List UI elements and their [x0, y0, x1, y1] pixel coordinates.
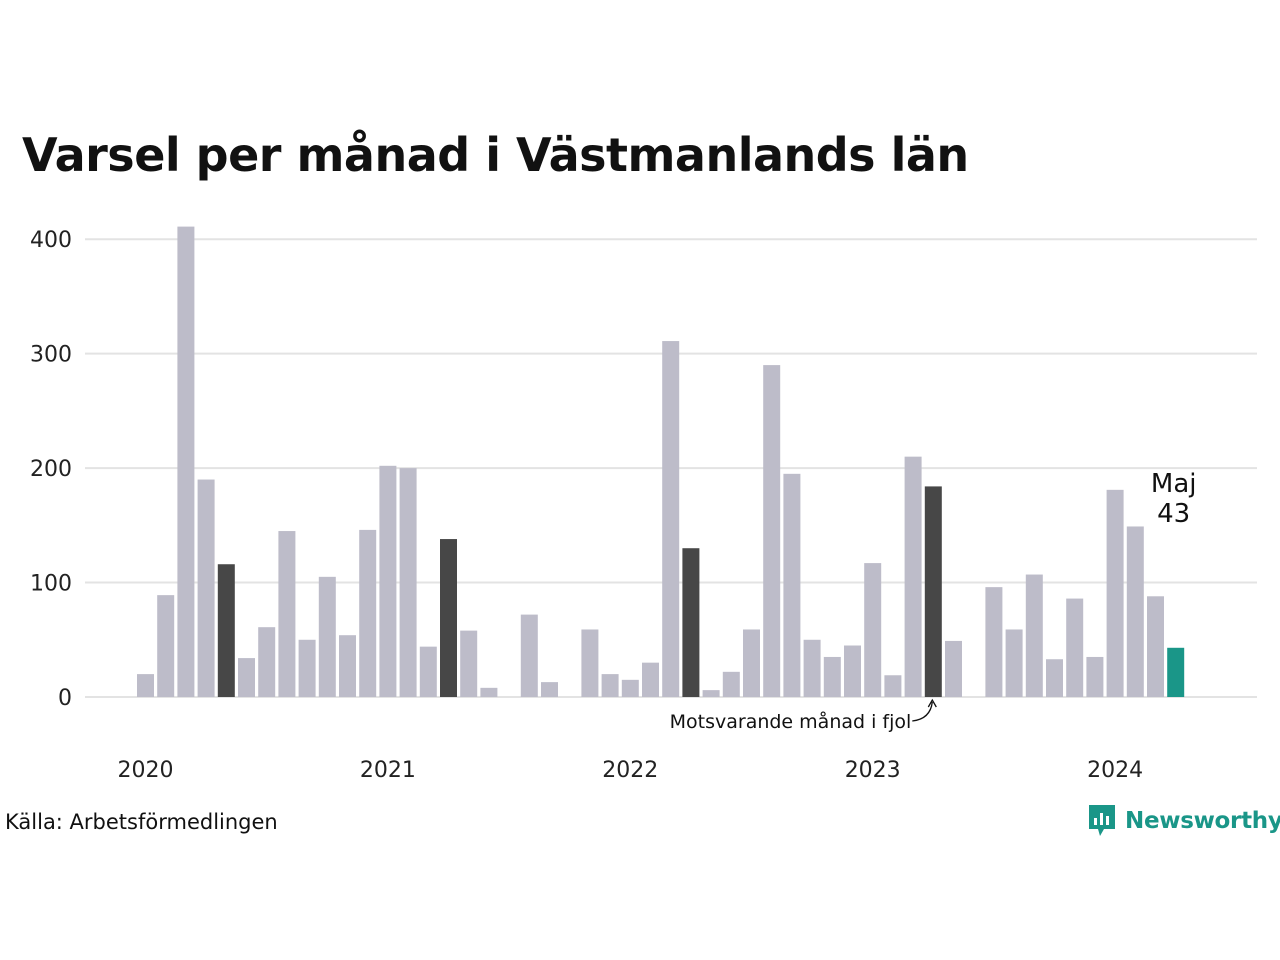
bars [137, 226, 1185, 697]
bar [1167, 647, 1185, 697]
bar [399, 468, 417, 697]
bar [1147, 596, 1164, 697]
bar [278, 531, 296, 697]
y-tick-label: 400 [30, 228, 72, 253]
bar [460, 630, 478, 697]
bar [601, 674, 619, 697]
bar [702, 690, 720, 697]
bar [1066, 598, 1084, 697]
bar [1126, 526, 1144, 697]
bar [662, 341, 680, 697]
bar [318, 576, 336, 697]
bar [985, 587, 1003, 697]
bar [844, 645, 861, 697]
y-tick-label: 200 [30, 457, 72, 482]
bar [157, 595, 175, 697]
bar [1106, 489, 1124, 697]
x-axis-year-labels: 2020 2021 2022 2023 2024 [118, 758, 1144, 783]
bar [217, 564, 235, 697]
bar [440, 539, 457, 697]
bar [298, 639, 316, 697]
y-tick-label: 100 [30, 572, 72, 597]
bar [945, 640, 962, 697]
y-tick-label: 300 [30, 343, 72, 368]
bar [177, 226, 195, 697]
bar [1005, 629, 1023, 697]
bar [924, 486, 942, 697]
bar [823, 656, 841, 697]
bar [379, 465, 397, 697]
x-year-label: 2021 [360, 758, 416, 783]
bar [803, 639, 821, 697]
bar [621, 679, 639, 697]
chart-title: Varsel per månad i Västmanlands län [22, 128, 969, 182]
previous-year-label: Motsvarande månad i fjol [670, 710, 912, 733]
bar [642, 662, 659, 697]
bar [419, 646, 437, 697]
bar [339, 635, 356, 697]
x-year-label: 2024 [1087, 758, 1143, 783]
bar [884, 675, 902, 697]
bar [1025, 574, 1043, 697]
bar [238, 658, 255, 697]
bar [783, 473, 801, 697]
bar-chart: 0 100 200 300 400 2020 2021 2022 2023 2024 Maj43… [30, 226, 1257, 783]
bar [1046, 659, 1063, 697]
bar [904, 456, 922, 697]
newsworthy-logo-icon [1089, 805, 1115, 836]
bar [359, 529, 377, 697]
bar [137, 674, 154, 697]
previous-year-arrow [912, 701, 933, 722]
bar [197, 479, 215, 697]
bar [722, 671, 740, 697]
current-value-label: 43 [1157, 499, 1190, 529]
current-month-label: Maj [1151, 469, 1197, 499]
bar [480, 687, 498, 697]
brand-logo: Newsworthy [1087, 803, 1280, 839]
bar [864, 563, 882, 697]
bar [581, 629, 599, 697]
y-tick-label: 0 [58, 686, 72, 711]
bar [541, 682, 558, 697]
bar [258, 627, 276, 697]
bar [763, 365, 781, 697]
source-note: Källa: Arbetsförmedlingen [5, 810, 278, 834]
bar [1086, 656, 1104, 697]
x-year-label: 2020 [118, 758, 174, 783]
x-year-label: 2023 [845, 758, 901, 783]
brand-name: Newsworthy [1125, 808, 1280, 834]
x-year-label: 2022 [602, 758, 658, 783]
previous-year-arrowhead [927, 698, 937, 708]
y-axis-ticks: 0 100 200 300 400 [30, 228, 72, 711]
bar [743, 629, 760, 697]
bar [682, 548, 700, 697]
bar [520, 614, 538, 697]
